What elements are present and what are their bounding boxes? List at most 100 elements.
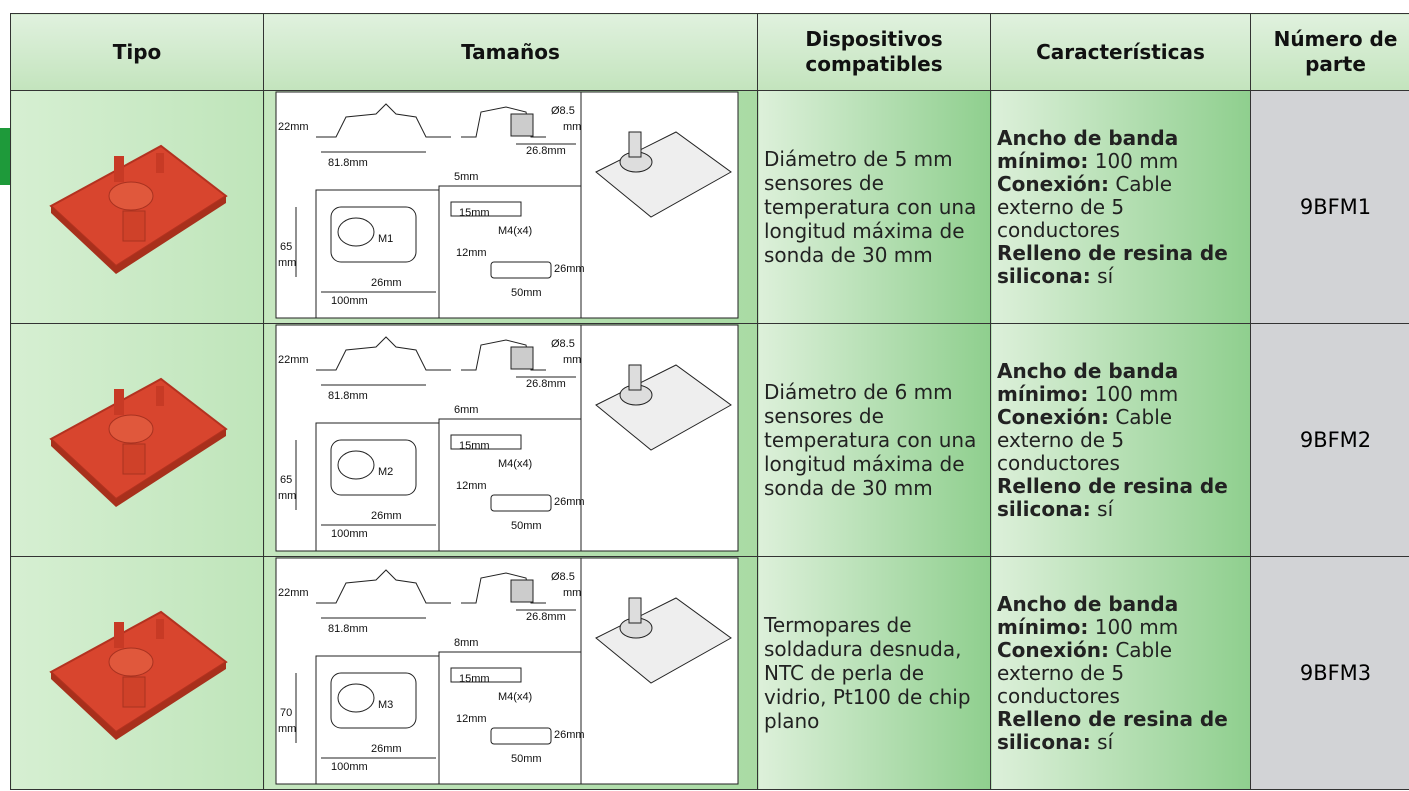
drawing-line <box>330 439 417 496</box>
dimension-label: 26mm <box>371 743 402 755</box>
feature-label: Relleno de resina de silicona: <box>997 240 1228 288</box>
dimension-label: 65 <box>280 474 292 486</box>
drawing-line <box>316 336 451 371</box>
drawing-line <box>337 217 375 247</box>
sizes-cell: 22mm Ø8.5 mm 81.8mm 26.8mm 8mm 70 mm M3 26mm 100mm… <box>263 556 758 790</box>
feature: Conexión: Cable externo de 5 conductores <box>997 404 1244 475</box>
drawing-line <box>450 434 522 450</box>
feature-label: Conexión: <box>997 637 1109 662</box>
drawing-line <box>510 113 534 137</box>
feature: Conexión: Cable externo de 5 conductores <box>997 637 1244 708</box>
product-shade <box>51 196 226 274</box>
dimension-label: Ø8.5 <box>551 105 575 117</box>
drawing-line <box>461 572 546 604</box>
compatible-devices: Diámetro de 5 mm sensores de temperatura… <box>757 90 991 324</box>
sizes-cell: 22mm Ø8.5 mm 81.8mm 26.8mm 6mm 65 mm M2 26mm 100mm… <box>263 323 758 557</box>
feature-value: 100 mm <box>1094 148 1179 173</box>
dimension-label: 12mm <box>456 480 487 492</box>
dimension-label: Ø8.5 <box>551 338 575 350</box>
feature-value: Cable externo de 5 conductores <box>997 404 1173 475</box>
dimension-label: 26.8mm <box>526 611 566 623</box>
feature: Conexión: Cable externo de 5 conductores <box>997 171 1244 242</box>
feature: Relleno de resina de silicona: sí <box>997 473 1244 521</box>
dimension-drawing: 22mmØ8.5mm81.8mm26.8mm6mm65mmM226mm100mm… <box>275 324 739 552</box>
drawing-line <box>595 364 732 451</box>
drawing-line <box>337 683 375 713</box>
product-image <box>49 377 228 507</box>
dimension-label: 50mm <box>511 287 542 299</box>
dimension-label: 26mm <box>371 510 402 522</box>
drawing-line <box>510 579 534 603</box>
dimension-label: 26mm <box>554 263 585 275</box>
drawing-line <box>461 106 546 138</box>
dimension-label: Ø8.5 <box>551 571 575 583</box>
dimension-label: 81.8mm <box>328 390 368 402</box>
column-header: Tipo <box>10 13 264 91</box>
dimension-drawing: 22mmØ8.5mm81.8mm26.8mm8mm70mmM326mm100mm… <box>275 557 739 785</box>
product-post <box>156 619 164 639</box>
feature-value: sí <box>1097 496 1114 521</box>
table-row: 22mm Ø8.5 mm 81.8mm 26.8mm 8mm 70 mm M3 26mm 100mm… <box>10 556 1409 790</box>
drawing-line <box>595 131 732 218</box>
drawing-group: 22mmØ8.5mm81.8mm26.8mm6mm65mmM226mm100mm… <box>275 324 739 552</box>
features-cell: Ancho de banda mínimo: 100 mm Conexión: C… <box>990 323 1251 557</box>
dimension-label: 22mm <box>278 354 309 366</box>
dimension-label: 26.8mm <box>526 145 566 157</box>
drawing-group: 22mmØ8.5mm81.8mm26.8mm5mm65mmM126mm100mm… <box>275 91 739 319</box>
dimension-label: 15mm <box>459 440 490 452</box>
feature-label: Conexión: <box>997 404 1109 429</box>
feature-label: Ancho de banda mínimo: <box>997 591 1179 639</box>
drawing-line <box>316 569 451 604</box>
features-cell: Ancho de banda mínimo: 100 mm Conexión: C… <box>990 556 1251 790</box>
feature-value: sí <box>1097 729 1114 754</box>
dimension-label: 50mm <box>511 520 542 532</box>
feature-label: Conexión: <box>997 171 1109 196</box>
dimension-label: 22mm <box>278 121 309 133</box>
drawing-line <box>450 667 522 683</box>
product-shade <box>51 662 226 740</box>
drawing-line <box>628 364 642 391</box>
product-dome <box>108 181 154 211</box>
dimension-label: mm <box>563 587 581 599</box>
product-shade <box>51 429 226 507</box>
feature-label: Relleno de resina de silicona: <box>997 473 1228 521</box>
feature-value: 100 mm <box>1094 381 1179 406</box>
feature-label: Ancho de banda mínimo: <box>997 358 1179 406</box>
dimension-label: 12mm <box>456 247 487 259</box>
drawing-line <box>595 597 732 684</box>
feature: Relleno de resina de silicona: sí <box>997 240 1244 288</box>
dimension-label: 26mm <box>554 729 585 741</box>
dimension-drawing: 22mmØ8.5mm81.8mm26.8mm5mm65mmM126mm100mm… <box>275 91 739 319</box>
compatible-devices: Termopares de soldadura desnuda, NTC de … <box>757 556 991 790</box>
feature: Ancho de banda mínimo: 100 mm <box>997 591 1244 639</box>
header-row: Tipo Tamaños Dispositivos compatibles Carac… <box>10 13 1409 91</box>
drawing-line <box>461 339 546 371</box>
dimension-label: 100mm <box>331 761 368 773</box>
dimension-label: 15mm <box>459 673 490 685</box>
feature: Relleno de resina de silicona: sí <box>997 706 1244 754</box>
product-post <box>156 153 164 173</box>
product-post <box>156 386 164 406</box>
dimension-label: 70 <box>280 707 292 719</box>
product-tab <box>122 676 146 708</box>
side-marker <box>0 128 10 185</box>
feature-value: Cable externo de 5 conductores <box>997 171 1173 242</box>
dimension-label: 8mm <box>454 637 478 649</box>
dimension-label: mm <box>563 354 581 366</box>
dimension-label: 100mm <box>331 528 368 540</box>
feature-value: sí <box>1097 263 1114 288</box>
product-post <box>114 156 124 182</box>
dimension-label: M1 <box>378 233 393 245</box>
dimension-label: 5mm <box>454 171 478 183</box>
product-dome <box>108 414 154 444</box>
product-image <box>49 610 228 740</box>
drawing-line <box>490 494 552 512</box>
dimension-label: mm <box>563 121 581 133</box>
drawing-line <box>330 672 417 729</box>
drawing-line <box>490 727 552 745</box>
dimension-label: M3 <box>378 699 393 711</box>
type-cell <box>10 90 264 324</box>
feature-label: Relleno de resina de silicona: <box>997 706 1228 754</box>
product-post <box>114 622 124 648</box>
